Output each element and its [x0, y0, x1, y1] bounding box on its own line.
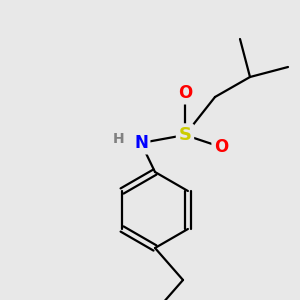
Text: S: S: [178, 126, 191, 144]
Text: H: H: [113, 132, 125, 146]
Text: N: N: [134, 134, 148, 152]
Text: O: O: [214, 138, 228, 156]
Text: O: O: [178, 84, 192, 102]
